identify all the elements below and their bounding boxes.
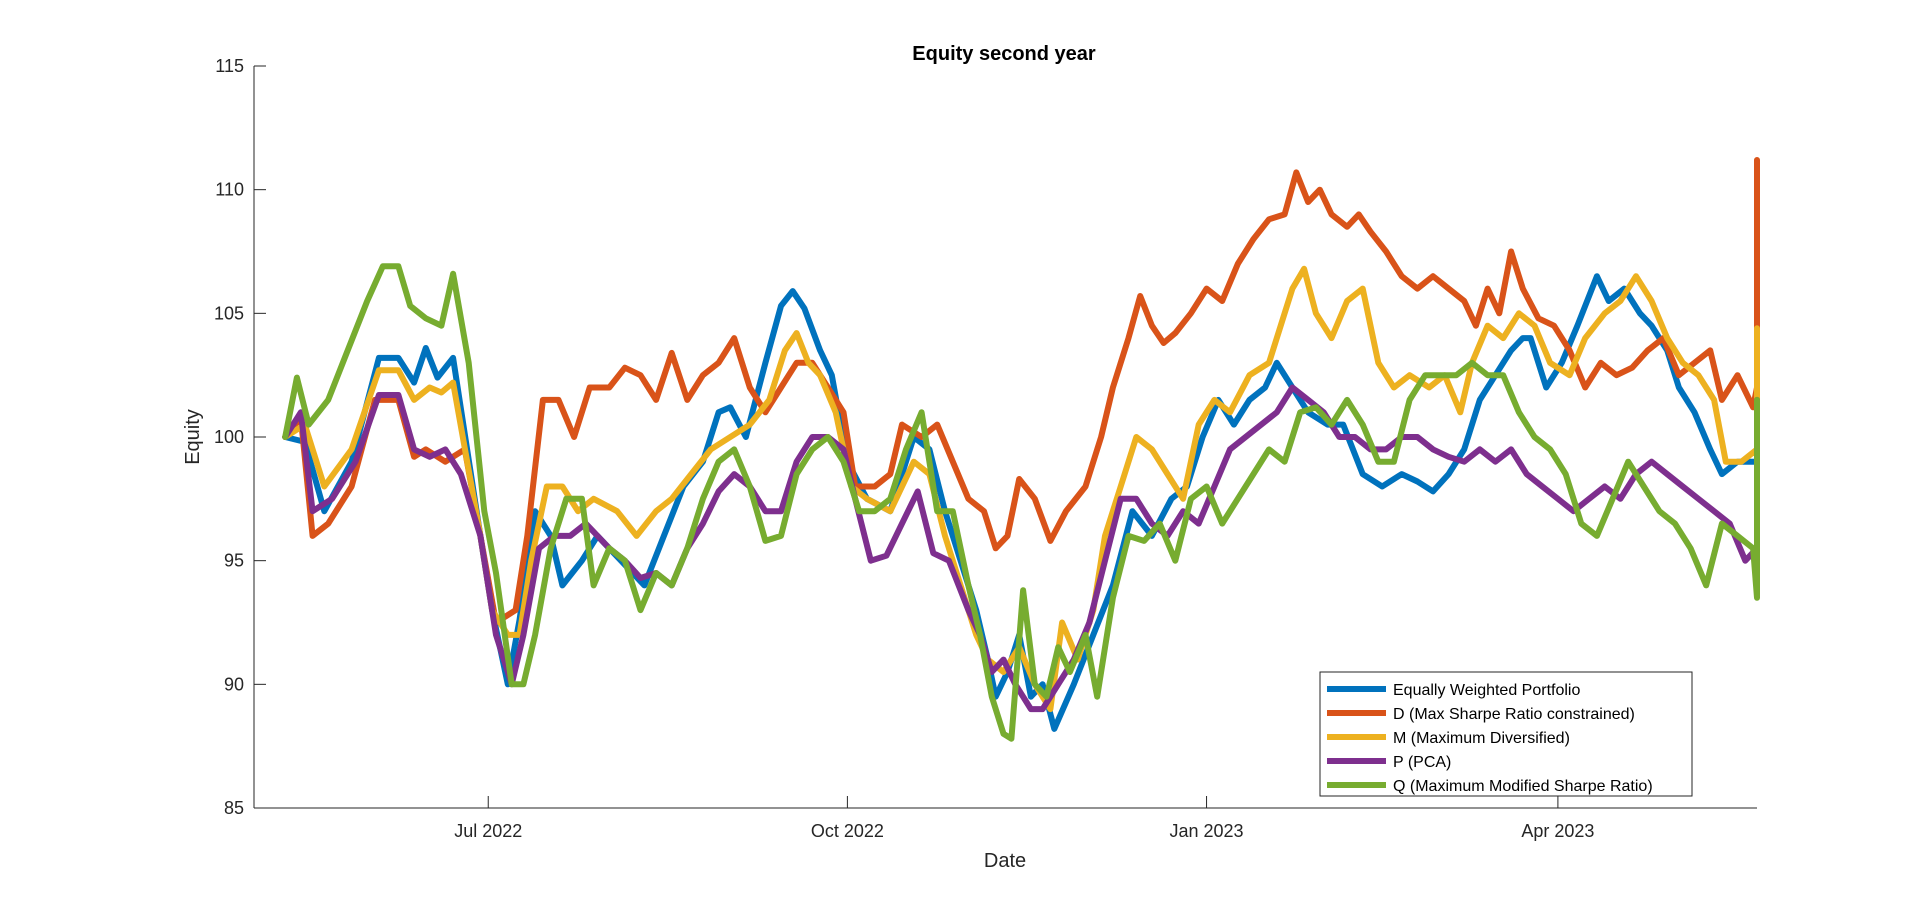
y-tick-label: 85 (224, 798, 244, 818)
y-tick-label: 100 (214, 427, 244, 447)
legend-label-4: P (PCA) (1393, 754, 1451, 771)
x-tick-label: Apr 2023 (1521, 821, 1594, 841)
series-line-3 (282, 265, 1760, 713)
y-tick-label: 95 (224, 551, 244, 571)
chart-title: Equity second year (912, 43, 1096, 65)
x-tick-label: Oct 2022 (811, 821, 884, 841)
x-axis-label: Date (984, 850, 1026, 872)
series-line-2 (282, 157, 1760, 626)
legend-label-3: M (Maximum Diversified) (1393, 730, 1570, 747)
y-axis-ticks: 85 90 95 100 105 110 115 (214, 56, 266, 818)
y-axis-label: Equity (182, 409, 204, 465)
legend-label-1: Equally Weighted Portfolio (1393, 682, 1580, 699)
y-tick-label: 110 (215, 180, 244, 200)
x-tick-label: Jan 2023 (1170, 821, 1244, 841)
x-axis-ticks: Jul 2022 Oct 2022 Jan 2023 Apr 2023 (454, 796, 1594, 841)
series-line-5 (282, 263, 1760, 742)
x-tick-label: Jul 2022 (454, 821, 522, 841)
y-tick-label: 90 (224, 674, 244, 694)
series-line-4 (282, 384, 1760, 713)
y-tick-label: 115 (215, 56, 244, 76)
legend-label-5: Q (Maximum Modified Sharpe Ratio) (1393, 778, 1653, 795)
legend-label-2: D (Max Sharpe Ratio constrained) (1393, 706, 1635, 723)
legend: Equally Weighted Portfolio D (Max Sharpe … (1319, 671, 1693, 797)
series-lines (282, 157, 1760, 742)
y-tick-label: 105 (214, 303, 244, 323)
